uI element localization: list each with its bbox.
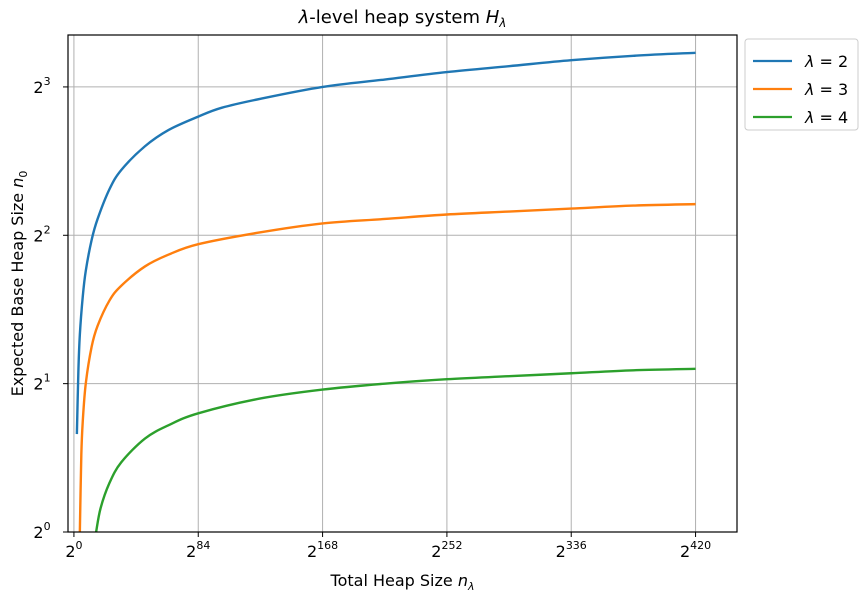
x-tick-label: 2336 [556, 539, 587, 561]
x-tick-label: 2420 [680, 539, 711, 561]
x-tick-label: 2168 [307, 539, 338, 561]
series-line-lambda-3 [78, 202, 696, 533]
y-tick-label: 20 [33, 520, 50, 542]
chart-title: λ-level heap system Hλ [298, 7, 507, 30]
series-line-lambda-2 [75, 51, 696, 435]
legend-label-lambda-3: λ = 3 [804, 80, 848, 99]
y-tick-label: 23 [33, 75, 50, 97]
y-tick-label: 22 [33, 223, 50, 245]
series-lines [75, 51, 696, 533]
x-axis-label: Total Heap Size nλ [330, 571, 475, 591]
legend-label-lambda-4: λ = 4 [804, 108, 848, 127]
grid [68, 35, 737, 532]
y-tick-label: 21 [33, 372, 50, 394]
series-line-lambda-4 [94, 367, 696, 533]
x-tick-label: 284 [186, 539, 210, 561]
plot-frame [67, 34, 738, 533]
legend: λ = 2 λ = 3 λ = 4 [744, 38, 859, 131]
legend-label-lambda-2: λ = 2 [804, 52, 848, 71]
ticks: 20 284 2168 2252 2336 2420 20 21 22 23 [33, 75, 711, 561]
x-tick-label: 2252 [431, 539, 462, 561]
y-axis-label: Expected Base Heap Size n0 [8, 171, 30, 397]
x-tick-label: 20 [65, 539, 82, 561]
